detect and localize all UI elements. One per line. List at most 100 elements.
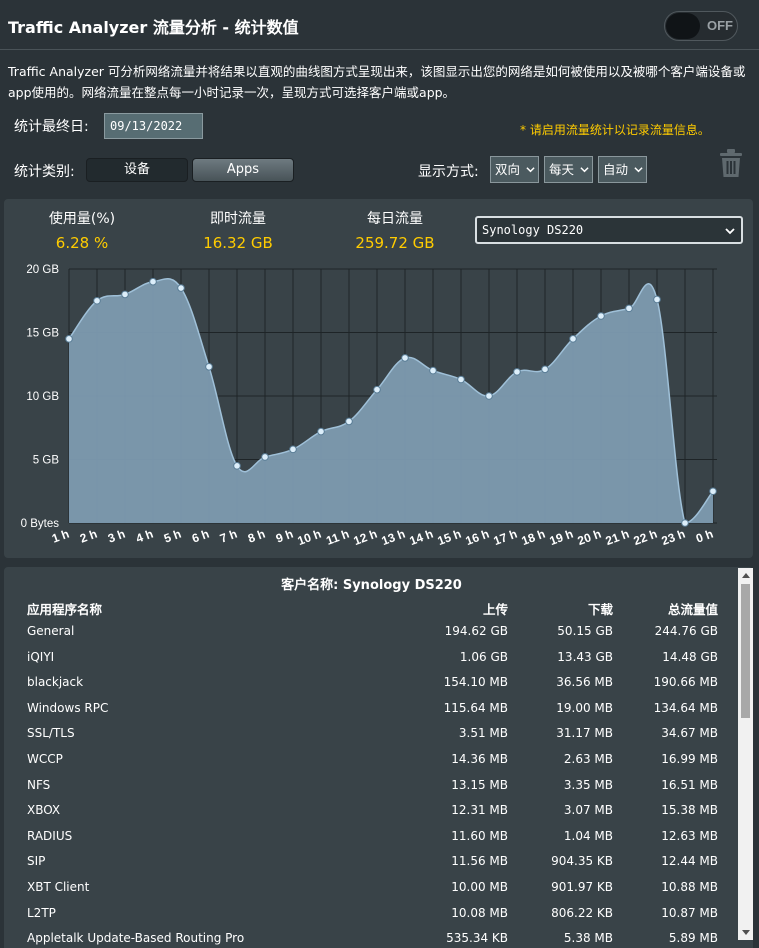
x-tick-label: 18 h <box>520 527 547 548</box>
data-point-marker <box>345 417 353 426</box>
table-row: L2TP 10.08 MB 806.22 KB 10.87 MB <box>4 901 739 926</box>
x-tick-label: 8 h <box>246 527 267 546</box>
total-cell: 10.87 MB <box>661 905 718 920</box>
table-row: WCCP 14.36 MB 2.63 MB 16.99 MB <box>4 747 739 772</box>
column-header-download: 下载 <box>587 602 613 617</box>
x-tick-label: 3 h <box>106 527 127 546</box>
y-tick-label: 5 GB <box>33 455 60 467</box>
total-cell: 14.48 GB <box>662 649 718 664</box>
display-mode-label: 显示方式: <box>418 164 479 180</box>
total-cell: 34.67 MB <box>661 726 718 741</box>
scroll-up-arrow-icon[interactable] <box>742 573 750 578</box>
upload-cell: 115.64 MB <box>443 700 508 715</box>
download-cell: 36.56 MB <box>556 675 613 690</box>
table-row: SSL/TLS 3.51 MB 31.17 MB 34.67 MB <box>4 721 739 746</box>
data-point-marker <box>653 295 661 304</box>
data-point-marker <box>569 335 577 343</box>
download-cell: 19.00 MB <box>556 700 613 715</box>
table-scrollbar[interactable] <box>738 568 753 940</box>
total-cell: 12.63 MB <box>661 828 718 843</box>
app-name-cell: NFS <box>27 777 51 792</box>
x-tick-label: 12 h <box>352 527 379 548</box>
x-tick-label: 17 h <box>492 527 519 548</box>
traffic-area-chart: 0 Bytes 5 GB 10 GB 15 GB 20 GB 1 h 2 h 3 h 4 h 5… <box>21 264 717 548</box>
client-select[interactable]: Synology DS220 <box>475 216 743 244</box>
data-point-marker <box>261 453 269 461</box>
data-point-marker <box>149 277 157 286</box>
download-cell: 806.22 KB <box>551 905 613 920</box>
total-cell: 15.38 MB <box>661 803 718 818</box>
total-cell: 244.76 GB <box>654 624 718 638</box>
data-point-marker <box>373 385 381 394</box>
period-select[interactable]: 每天 <box>544 156 593 183</box>
data-point-marker <box>429 366 437 375</box>
data-point-marker <box>597 312 605 320</box>
x-tick-label: 9 h <box>274 527 295 546</box>
title-divider <box>0 49 759 50</box>
app-name-cell: SIP <box>27 854 46 869</box>
upload-cell: 3.51 MB <box>458 726 508 741</box>
x-tick-label: 7 h <box>218 527 239 546</box>
upload-cell: 10.00 MB <box>451 880 508 894</box>
table-row: NFS 13.15 MB 3.35 MB 16.51 MB <box>4 773 739 798</box>
table-caption: 客户名称: Synology DS220 <box>281 578 462 593</box>
scale-select[interactable]: 自动 <box>598 156 647 183</box>
y-tick-label: 10 GB <box>26 391 59 403</box>
data-point-marker <box>709 487 717 496</box>
download-cell: 904.35 KB <box>551 854 613 869</box>
usage-label: 使用量(%) <box>48 211 116 227</box>
data-point-marker <box>485 392 493 400</box>
table-row: SIP 11.56 MB 904.35 KB 12.44 MB <box>4 849 739 874</box>
data-point-marker <box>177 284 185 292</box>
total-cell: 16.51 MB <box>661 777 718 792</box>
scroll-thumb[interactable] <box>741 584 750 718</box>
toggle-label: OFF <box>707 18 733 33</box>
data-point-marker <box>681 519 689 527</box>
chevron-down-icon <box>725 228 735 235</box>
x-tick-label: 23 h <box>660 527 687 548</box>
x-tick-label: 1 h <box>50 527 71 546</box>
data-point-marker <box>317 427 325 436</box>
data-point-marker <box>205 362 213 371</box>
data-point-marker <box>401 354 409 362</box>
upload-cell: 13.15 MB <box>451 777 508 792</box>
scroll-down-arrow-icon[interactable] <box>742 930 750 935</box>
chevron-down-icon <box>526 167 535 173</box>
usage-value: 6.28 % <box>55 234 109 252</box>
download-cell: 1.04 MB <box>563 828 613 843</box>
x-tick-label: 13 h <box>380 527 407 548</box>
direction-value: 双向 <box>495 162 521 177</box>
app-name-cell: RADIUS <box>27 828 73 843</box>
scale-value: 自动 <box>603 162 629 177</box>
x-tick-label: 5 h <box>162 527 183 546</box>
total-cell: 12.44 MB <box>661 854 718 869</box>
data-point-marker <box>65 335 73 343</box>
x-tick-label: 2 h <box>78 527 99 546</box>
page-title: Traffic Analyzer 流量分析 - 统计数值 <box>8 18 299 37</box>
x-tick-label: 6 h <box>190 527 211 546</box>
enable-stats-hint: * 请启用流量统计以记录流量信息。 <box>520 123 710 137</box>
app-name-cell: Appletalk Update-Based Routing Pro <box>27 931 245 946</box>
table-row: Windows RPC 115.64 MB 19.00 MB 134.64 MB <box>4 696 739 721</box>
trash-icon[interactable] <box>719 148 743 178</box>
upload-cell: 14.36 MB <box>451 752 508 766</box>
data-point-marker <box>541 365 549 374</box>
upload-cell: 10.08 MB <box>451 905 508 920</box>
app-name-cell: SSL/TLS <box>27 726 75 741</box>
x-tick-label: 19 h <box>548 527 575 548</box>
download-cell: 50.15 GB <box>557 624 613 638</box>
data-point-marker <box>513 368 521 376</box>
x-tick-label: 14 h <box>408 527 435 548</box>
traffic-area <box>69 278 713 523</box>
x-tick-label: 22 h <box>632 527 659 548</box>
download-cell: 2.63 MB <box>563 752 613 766</box>
direction-select[interactable]: 双向 <box>490 156 539 183</box>
upload-cell: 1.06 GB <box>459 649 508 664</box>
y-tick-label: 0 Bytes <box>21 518 60 530</box>
category-apps-button[interactable]: Apps <box>192 158 294 182</box>
x-tick-label: 21 h <box>604 527 631 548</box>
category-device-button[interactable]: 设备 <box>86 158 188 182</box>
end-date-input[interactable] <box>104 113 203 139</box>
traffic-analyzer-toggle[interactable]: OFF <box>664 11 738 41</box>
total-cell: 16.99 MB <box>661 752 718 766</box>
